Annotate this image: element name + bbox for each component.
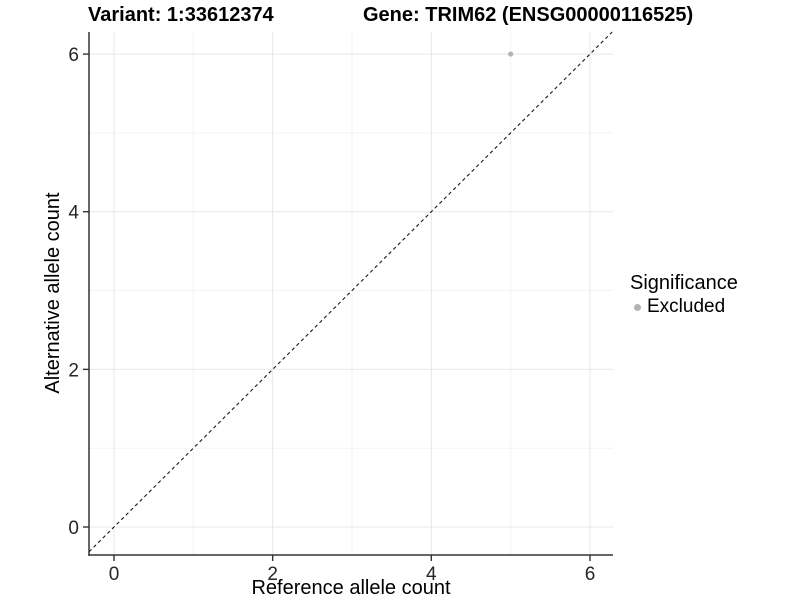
y-tick-label: 2 xyxy=(68,360,79,381)
legend-item-label: Excluded xyxy=(647,296,726,317)
variant-title: Variant: 1:33612374 xyxy=(88,4,274,26)
x-tick-label: 6 xyxy=(585,564,596,585)
data-point xyxy=(508,51,514,57)
x-axis-title: Reference allele count xyxy=(251,577,451,599)
y-tick-label: 0 xyxy=(68,518,79,539)
legend: Significance Excluded xyxy=(630,272,738,318)
legend-point-icon xyxy=(634,303,641,311)
gene-title: Gene: TRIM62 (ENSG00000116525) xyxy=(363,4,694,26)
x-tick-label: 2 xyxy=(267,564,278,585)
identity-line xyxy=(88,31,613,553)
legend-title: Significance xyxy=(630,272,738,294)
y-tick-label: 6 xyxy=(68,45,79,66)
x-tick-label: 4 xyxy=(426,564,437,585)
legend-item-excluded: Excluded xyxy=(630,296,738,318)
x-tick-label: 0 xyxy=(109,564,120,585)
y-axis-title: Alternative allele count xyxy=(42,192,64,394)
y-tick-label: 4 xyxy=(68,203,79,224)
